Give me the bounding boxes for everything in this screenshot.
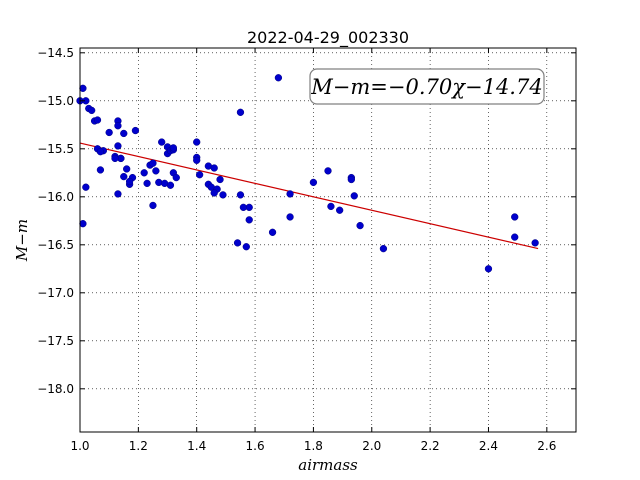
data-point	[114, 190, 122, 198]
x-tick-labels: 1.0 1.2 1.4 1.6 1.8 2.0 2.2 2.4 2.6	[70, 439, 556, 453]
y-tick-label: −15.0	[37, 94, 74, 108]
y-tick-label: −18.0	[37, 382, 74, 396]
data-point	[210, 164, 218, 172]
fit-line-group	[79, 142, 539, 250]
data-point	[152, 167, 160, 175]
data-point	[236, 191, 245, 199]
data-point	[123, 165, 131, 173]
data-point	[149, 159, 157, 167]
fit-equation-box: M−m=−0.70χ−14.74	[309, 68, 545, 105]
x-axis-label: airmass	[298, 456, 358, 474]
x-tick-label: 1.0	[70, 439, 89, 453]
y-tick-label: −17.5	[37, 334, 74, 348]
plot-frame	[79, 47, 577, 433]
data-points	[76, 74, 539, 273]
data-point	[158, 138, 166, 146]
data-point	[131, 126, 140, 135]
data-point	[193, 138, 201, 146]
data-point	[149, 201, 157, 210]
data-point	[239, 203, 248, 212]
y-tick-labels: −14.5 −15.0 −15.5 −16.0 −16.5 −17.0 −17.5 −18.0	[37, 46, 74, 396]
data-point	[379, 244, 388, 253]
data-point	[120, 172, 128, 181]
x-tick-label: 2.6	[537, 439, 556, 453]
y-tick-label: −15.5	[37, 142, 74, 156]
tick-marks	[79, 48, 576, 432]
chart-title: 2022-04-29_002330	[247, 28, 409, 48]
y-axis-label: M−m	[13, 219, 31, 262]
data-point	[286, 190, 294, 198]
x-tick-label: 1.2	[129, 439, 148, 453]
data-point	[268, 228, 277, 236]
data-point	[166, 181, 175, 189]
data-point	[216, 175, 224, 184]
equation-box-frame	[309, 68, 545, 105]
data-point	[219, 191, 227, 199]
data-point	[193, 156, 201, 164]
data-point	[140, 169, 148, 177]
data-point	[172, 173, 180, 182]
data-point	[233, 239, 242, 247]
data-point	[327, 202, 335, 211]
data-point	[324, 167, 332, 175]
y-tick-label: −17.0	[37, 286, 74, 300]
data-point	[93, 116, 102, 124]
fit-equation: M−m=−0.70χ−14.74	[310, 75, 542, 99]
data-point	[143, 179, 151, 188]
data-point	[336, 206, 344, 214]
x-tick-label: 2.2	[421, 439, 440, 453]
fit-line	[79, 142, 539, 250]
data-point	[309, 178, 318, 187]
data-point	[82, 183, 90, 191]
x-tick-label: 1.6	[246, 439, 265, 453]
data-point	[111, 154, 119, 163]
data-point	[79, 220, 87, 228]
data-point	[96, 166, 105, 174]
data-point	[88, 106, 96, 115]
data-point	[511, 213, 519, 221]
data-point	[350, 192, 358, 200]
data-point	[114, 142, 122, 150]
data-point	[274, 74, 283, 82]
data-point	[195, 171, 204, 179]
x-tick-label: 1.4	[187, 439, 206, 453]
x-tick-label: 2.0	[362, 439, 381, 453]
data-point	[120, 129, 128, 138]
data-point	[531, 239, 539, 247]
x-tick-label: 2.4	[479, 439, 498, 453]
y-tick-label: −16.5	[37, 238, 74, 252]
data-point	[79, 84, 87, 92]
data-point	[286, 213, 294, 221]
y-tick-label: −14.5	[37, 46, 74, 60]
data-point	[96, 148, 105, 156]
data-point	[169, 144, 178, 152]
data-point	[347, 175, 355, 184]
x-tick-label: 1.8	[304, 439, 323, 453]
y-tick-label: −16.0	[37, 190, 74, 204]
data-point	[511, 233, 519, 241]
data-point	[114, 122, 122, 130]
data-point	[125, 177, 134, 186]
data-point	[236, 108, 245, 116]
data-point	[484, 265, 493, 273]
data-point	[210, 189, 218, 197]
data-point	[105, 128, 113, 137]
data-point	[242, 243, 250, 251]
data-point	[356, 221, 364, 230]
data-point	[245, 216, 253, 224]
